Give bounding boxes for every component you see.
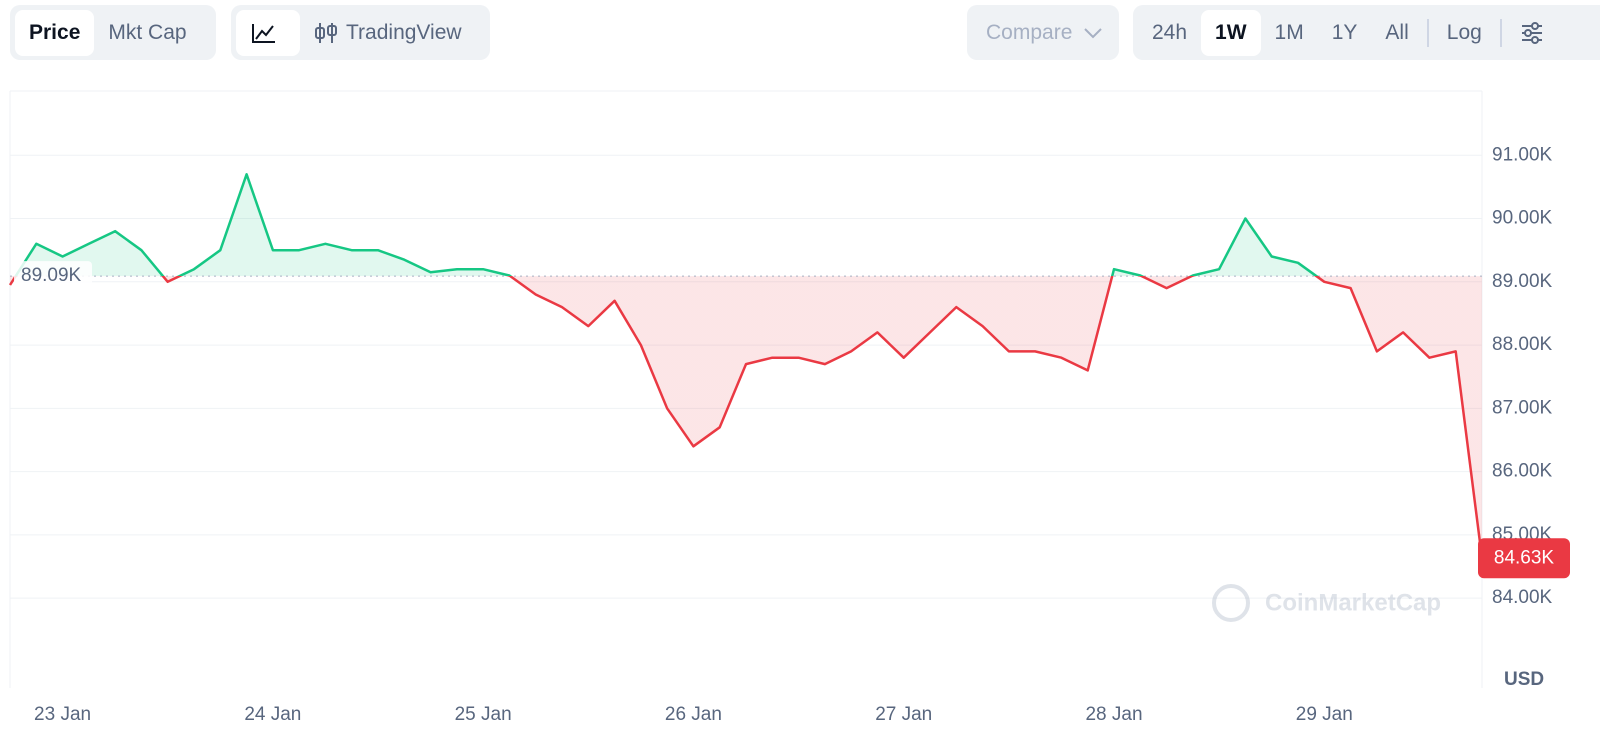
watermark-text: CoinMarketCap bbox=[1265, 589, 1441, 616]
range-1y[interactable]: 1Y bbox=[1331, 20, 1358, 44]
settings-button[interactable] bbox=[1506, 10, 1558, 56]
last-price-label: 84.63K bbox=[1494, 547, 1555, 568]
y-tick-label: 91.00K bbox=[1492, 144, 1553, 165]
settings-icon bbox=[1521, 21, 1542, 44]
watermark: CoinMarketCap bbox=[1212, 584, 1441, 622]
line-icon bbox=[252, 23, 275, 43]
y-tick-label: 87.00K bbox=[1492, 397, 1553, 418]
line-chart-button[interactable] bbox=[236, 9, 300, 56]
compare-label: Compare bbox=[972, 10, 1118, 56]
mktcap-tab[interactable]: Mkt Cap bbox=[108, 20, 187, 44]
log-toggle[interactable]: Log bbox=[1446, 20, 1482, 44]
chevron bbox=[1084, 27, 1103, 38]
range-1m[interactable]: 1M bbox=[1274, 20, 1304, 44]
x-tick-label: 28 Jan bbox=[1085, 704, 1142, 725]
view-toggle: Price Mkt Cap bbox=[10, 5, 216, 60]
y-tick-label: 84.00K bbox=[1492, 587, 1553, 608]
separator bbox=[1499, 18, 1502, 47]
range-1w[interactable]: 1W bbox=[1201, 9, 1261, 56]
reference-label-bg bbox=[14, 261, 92, 290]
compare-text: Compare bbox=[986, 20, 1073, 44]
compare-dropdown[interactable]: Compare bbox=[967, 5, 1119, 60]
tradingview-button[interactable]: TradingView bbox=[300, 10, 476, 56]
x-tick-label: 29 Jan bbox=[1296, 704, 1353, 725]
x-tick-label: 23 Jan bbox=[34, 704, 91, 725]
price-line bbox=[8, 173, 1484, 559]
x-tick-label: 26 Jan bbox=[665, 704, 722, 725]
y-axis-label: USD bbox=[1504, 669, 1544, 690]
x-tick-label: 27 Jan bbox=[875, 704, 932, 725]
range-toggle: 24h 1W 1M 1Y All Log bbox=[1133, 5, 1600, 60]
chart-kind-toggle: TradingView bbox=[231, 5, 490, 60]
y-tick-label: 88.00K bbox=[1492, 334, 1553, 355]
price-tab[interactable]: Price bbox=[15, 9, 95, 56]
range-all[interactable]: All bbox=[1385, 20, 1409, 44]
y-tick-label: 90.00K bbox=[1492, 208, 1553, 229]
tradingview-label: TradingView bbox=[346, 20, 462, 44]
x-tick-label: 24 Jan bbox=[244, 704, 301, 725]
x-tick-label: 25 Jan bbox=[455, 704, 512, 725]
range-24h[interactable]: 24h bbox=[1152, 20, 1188, 44]
y-tick-label: 89.00K bbox=[1492, 271, 1553, 292]
separator bbox=[1426, 18, 1429, 47]
candle-icon bbox=[315, 22, 337, 43]
reference-label: 89.09K bbox=[21, 265, 82, 286]
last-price-badge bbox=[1478, 538, 1570, 579]
y-tick-label: 86.00K bbox=[1492, 461, 1553, 482]
